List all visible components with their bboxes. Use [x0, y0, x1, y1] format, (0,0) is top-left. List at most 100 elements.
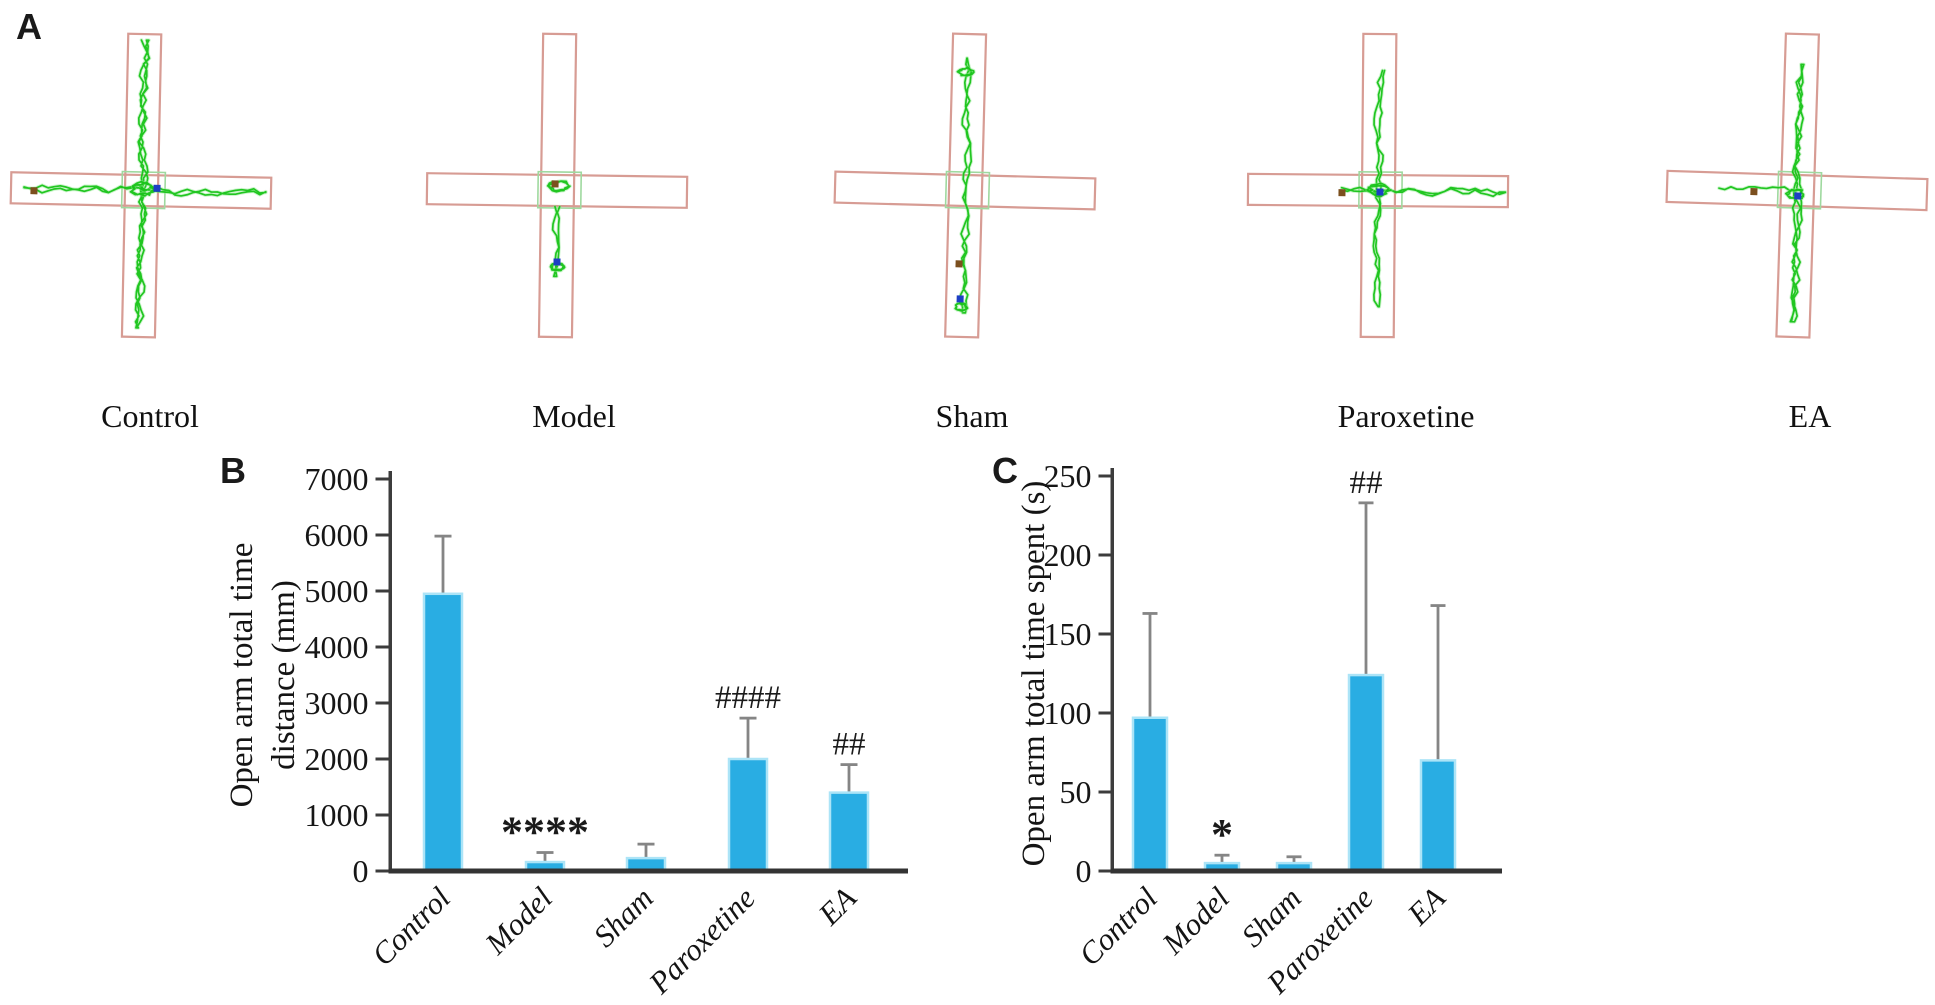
panel-c-letter: C [992, 450, 1018, 491]
maze-ea [1665, 32, 1929, 339]
x-label-model: Model [1154, 880, 1235, 961]
maze-horizontal-arm [833, 170, 1097, 211]
y-tick [1098, 553, 1111, 557]
x-axis-line [388, 868, 908, 874]
track-path [1784, 188, 1805, 200]
maze-paroxetine [1246, 32, 1510, 339]
significance-annotation: #### [715, 680, 781, 716]
y-tick [1098, 869, 1111, 873]
x-axis-line [1110, 868, 1502, 874]
y-tick-label: 2000 [305, 741, 369, 777]
x-label-control: Control [1072, 880, 1164, 972]
x-label-paroxetine: Paroxetine [641, 880, 762, 1001]
y-tick [375, 589, 389, 593]
error-bar-ea [1436, 605, 1440, 763]
error-bar-ea [847, 764, 851, 795]
track-path [1340, 186, 1507, 198]
x-label-sham: Sham [586, 880, 659, 953]
track-path [954, 302, 969, 312]
y-tick-label: 250 [1044, 458, 1092, 494]
end-marker [1794, 192, 1802, 200]
maze-vertical-arm [944, 32, 988, 339]
bar-paroxetine [727, 757, 769, 873]
error-bar-model [1220, 855, 1224, 866]
error-cap [840, 763, 858, 766]
maze-label: Control [101, 398, 199, 434]
x-label-ea: EA [811, 879, 864, 932]
y-axis-title: Open arm total time spent (s) [1016, 481, 1052, 867]
track-path [1366, 182, 1392, 198]
x-label-model: Model [477, 880, 558, 961]
panel-a-letter: A [16, 6, 42, 47]
error-cap [1358, 501, 1374, 505]
error-cap [637, 842, 655, 846]
end-marker [153, 184, 161, 192]
x-label-ea: EA [1400, 879, 1453, 932]
y-tick-label: 0 [1076, 853, 1092, 889]
error-bar-model [543, 852, 547, 865]
track-path [129, 180, 157, 197]
maze-label: Sham [935, 398, 1009, 434]
error-cap [739, 716, 757, 720]
y-tick-label: 5000 [305, 573, 369, 609]
error-bar-paroxetine [746, 718, 750, 761]
y-axis-title: distance (mm) [266, 580, 302, 770]
maze-model [425, 32, 689, 339]
maze-horizontal-arm [425, 172, 689, 209]
y-tick [1098, 474, 1111, 478]
bar-ea [828, 791, 870, 873]
error-cap [1142, 612, 1158, 615]
y-tick [375, 869, 389, 873]
error-cap [1430, 604, 1446, 607]
bar-control [1131, 716, 1169, 873]
maze-vertical-arm [1359, 32, 1398, 339]
track-path [551, 205, 561, 278]
y-axis-title: Open arm total time [224, 543, 260, 808]
y-tick [375, 701, 389, 705]
error-cap [1214, 853, 1230, 857]
significance-annotation: ## [833, 727, 866, 763]
significance-annotation: * [1211, 810, 1233, 859]
start-marker [1338, 189, 1346, 197]
y-axis-line [1110, 468, 1114, 873]
y-tick-label: 50 [1060, 774, 1092, 810]
y-axis-line [388, 471, 392, 873]
error-cap [536, 851, 554, 854]
y-tick [375, 477, 389, 481]
y-tick [1098, 790, 1111, 794]
y-tick-label: 3000 [305, 685, 369, 721]
y-tick-label: 6000 [305, 517, 369, 553]
track-path [546, 180, 571, 193]
end-marker [553, 258, 561, 266]
x-label-control: Control [365, 880, 457, 972]
start-marker [30, 187, 38, 195]
error-bar-sham [644, 844, 648, 861]
bar-control [422, 592, 464, 873]
error-cap [1286, 855, 1302, 859]
error-bar-paroxetine [1364, 502, 1368, 678]
y-tick-label: 0 [353, 853, 369, 889]
maze-vertical-arm [1775, 32, 1821, 339]
start-marker [551, 180, 559, 188]
bar-ea [1419, 759, 1457, 873]
track-path [549, 261, 566, 272]
maze-label: Model [532, 398, 616, 434]
y-tick-label: 1000 [305, 797, 369, 833]
track-path [1372, 69, 1386, 308]
start-marker [955, 260, 963, 268]
y-tick [375, 757, 389, 761]
chart-b: 0 1000 2000 3000 4000 5000 6000 7000 Control ****… [224, 461, 908, 1001]
track-path [23, 184, 267, 197]
maze-vertical-arm [537, 32, 578, 339]
error-cap [434, 534, 452, 538]
error-bar-control [1148, 613, 1152, 720]
maze-label: Paroxetine [1337, 398, 1475, 434]
error-bar-control [441, 536, 445, 596]
y-tick-label: 4000 [305, 629, 369, 665]
maze-sham [833, 32, 1097, 339]
end-marker [1376, 188, 1384, 196]
y-tick [1098, 632, 1111, 636]
y-tick [375, 645, 389, 649]
